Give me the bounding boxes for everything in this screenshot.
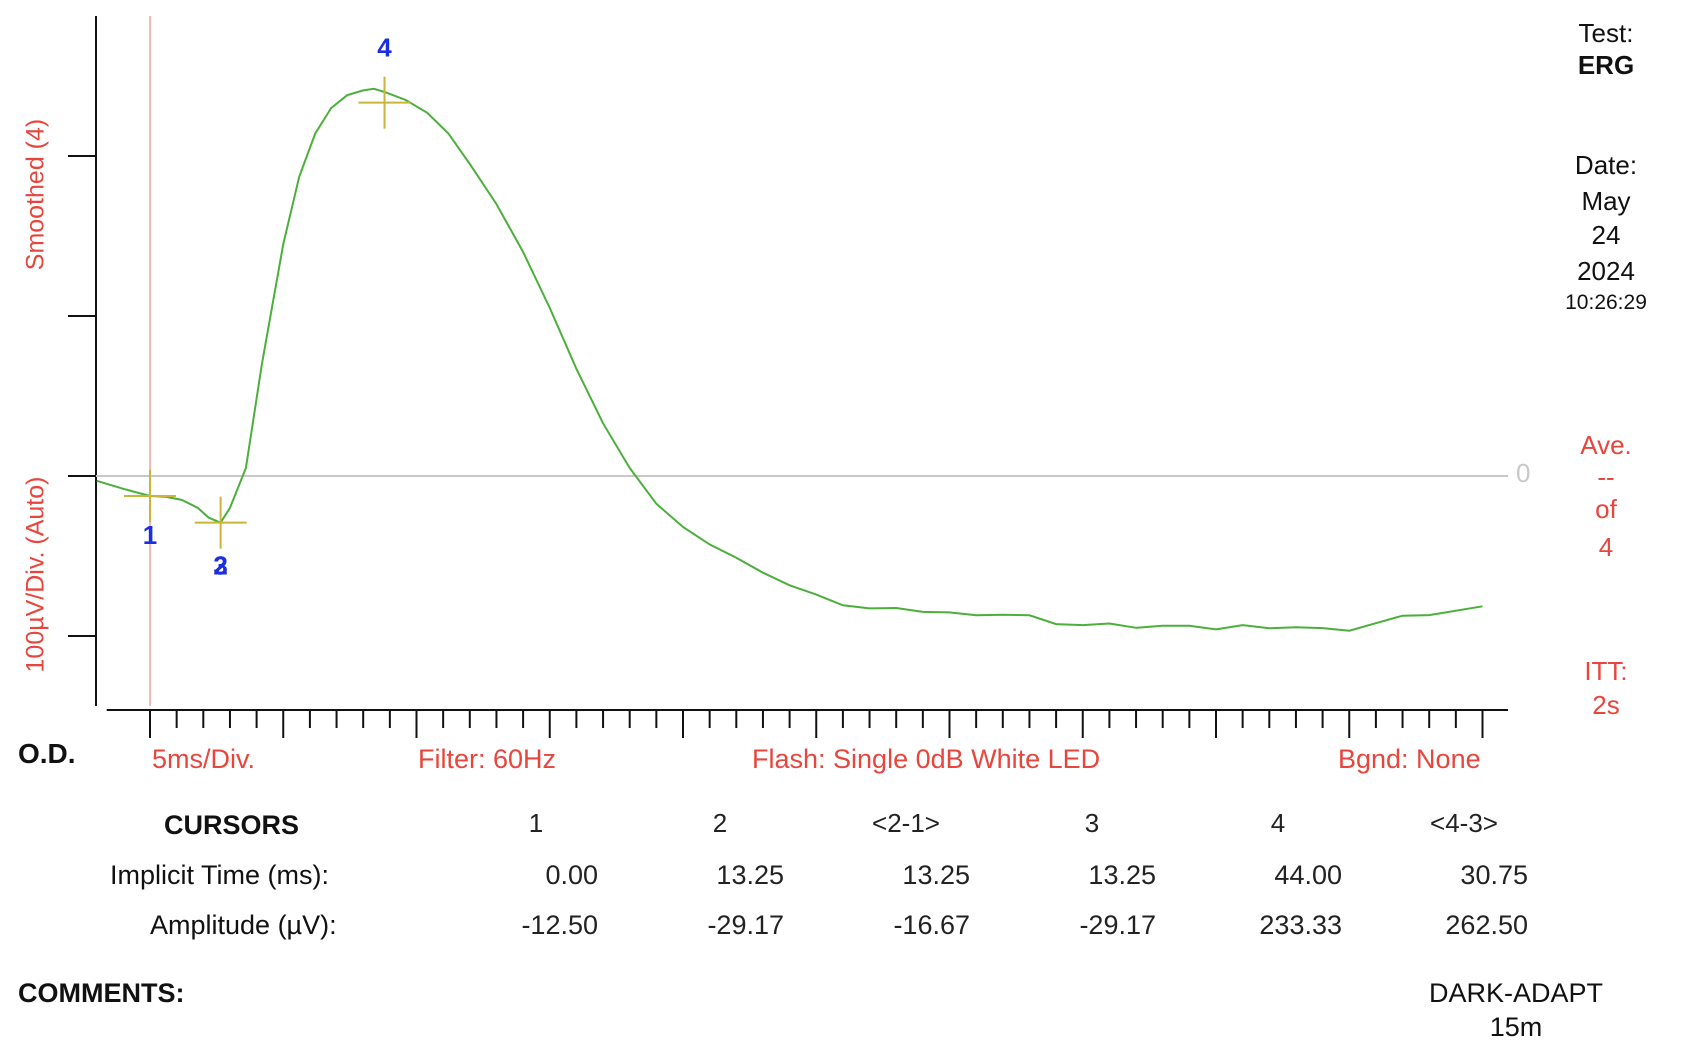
comment-line-2: 15m [1489,1012,1543,1042]
amplitude-2: -29.17 [707,910,784,940]
date-year: 2024 [1577,256,1635,286]
amplitude-1: -12.50 [521,910,598,940]
cursor-header-3: 3 [1084,808,1100,838]
date-month: May [1581,186,1631,216]
date-time: 10:26:29 [1565,291,1647,314]
amplitude-label: Amplitude (µV): [150,910,337,940]
implicit-time-2-1: 13.25 [902,860,970,890]
date-day: 24 [1591,220,1621,250]
test-value: ERG [1577,50,1635,80]
cursor-header-1: 1 [528,808,544,838]
amplitude-4: 233.33 [1259,910,1342,940]
cursor-header-2: 2 [712,808,728,838]
implicit-time-2: 13.25 [716,860,784,890]
zero-label: 0 [1516,458,1531,488]
implicit-time-4: 44.00 [1274,860,1342,890]
cursors-title: CURSORS [164,810,300,840]
average-of: of [1595,494,1617,524]
date-label: Date: [1574,150,1638,180]
plot-axes [95,16,1508,711]
cursor-label-4: 4 [377,33,392,63]
cursor-header-2-1: <2-1> [872,808,940,838]
amplitude-3: -29.17 [1079,910,1156,940]
cursor-label-1: 1 [143,520,157,550]
test-label: Test: [1578,18,1634,48]
comment-line-1: DARK-ADAPT [1428,978,1604,1008]
waveform-trace [96,87,1483,632]
itt-value: 2s [1592,690,1620,720]
waveform-line [96,87,1483,632]
implicit-time-label: Implicit Time (ms): [110,860,329,890]
implicit-time-3: 13.25 [1088,860,1156,890]
implicit-time-4-3: 30.75 [1460,860,1528,890]
cursor-header-4: 4 [1270,808,1286,838]
comments-label: COMMENTS: [18,978,185,1008]
itt-label: ITT: [1584,656,1628,686]
eye-label: O.D. [18,738,76,769]
background-label: Bgnd: None [1338,744,1481,774]
flash-label: Flash: Single 0dB White LED [752,744,1101,774]
amplitude-4-3: 262.50 [1445,910,1528,940]
filter-label: Filter: 60Hz [418,744,557,774]
y-axis-label-smoothed: Smoothed (4) [21,118,50,271]
cursor-header-4-3: <4-3> [1430,808,1498,838]
amplitude-2-1: -16.67 [893,910,970,940]
average-label: Ave. [1580,430,1632,460]
timebase-label: 5ms/Div. [152,744,256,774]
plot-ticks [68,155,1484,738]
average-total: 4 [1598,532,1614,562]
cursor-label-3: 3 [213,551,227,581]
cursor-markers: 1 23 4 [124,33,411,581]
implicit-time-1: 0.00 [545,860,598,890]
cursor-label-2: 2 [213,551,227,581]
y-axis-label-scale: 100µV/Div. (Auto) [21,476,50,673]
average-value: -- [1597,462,1615,492]
